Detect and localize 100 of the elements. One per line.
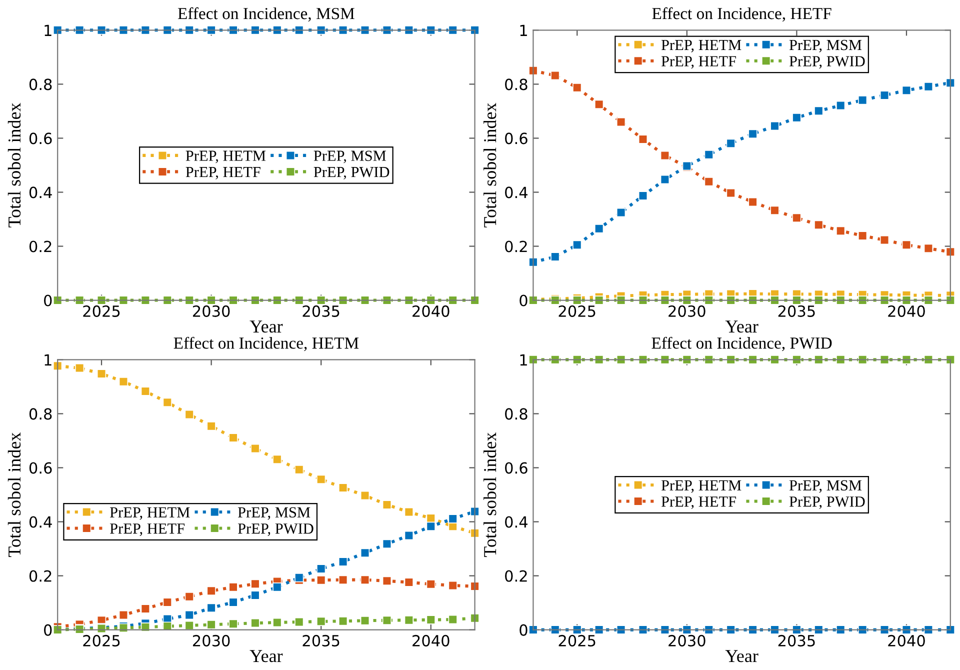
y-tick-label: 0.6 bbox=[29, 132, 52, 144]
chart-title: Effect on Incidence, HETM bbox=[174, 336, 359, 352]
y-tick-label: 0.2 bbox=[505, 240, 527, 252]
point bbox=[360, 575, 370, 584]
point bbox=[792, 113, 802, 122]
point bbox=[206, 422, 216, 431]
x-tick-label: 2035 bbox=[302, 305, 340, 317]
point bbox=[924, 82, 934, 92]
point bbox=[748, 129, 758, 138]
legend-label: PrEP, MSM bbox=[789, 40, 862, 52]
point bbox=[206, 603, 216, 613]
point bbox=[902, 240, 912, 250]
x-tick-label: 2040 bbox=[888, 634, 925, 646]
x-tick-label: 2030 bbox=[668, 305, 706, 317]
x-tick-label: 2025 bbox=[83, 634, 120, 646]
point bbox=[316, 564, 326, 574]
x-tick-label: 2030 bbox=[668, 634, 706, 646]
point bbox=[616, 117, 626, 127]
legend-label: PrEP, HETF bbox=[186, 167, 260, 180]
point bbox=[880, 90, 890, 100]
point bbox=[294, 465, 304, 474]
y-axis-title: Total sobol index bbox=[484, 102, 496, 228]
point bbox=[770, 121, 780, 131]
point bbox=[550, 252, 560, 262]
point bbox=[228, 598, 238, 607]
y-tick-label: 0.8 bbox=[29, 408, 52, 420]
point bbox=[294, 617, 304, 627]
point bbox=[184, 610, 194, 620]
point bbox=[338, 616, 348, 626]
point bbox=[228, 619, 238, 628]
x-tick-label: 2025 bbox=[558, 634, 596, 646]
point bbox=[118, 376, 128, 386]
point bbox=[770, 296, 780, 305]
point bbox=[404, 507, 414, 517]
point bbox=[74, 363, 84, 373]
point bbox=[184, 410, 194, 420]
legend-label: PrEP, PWID bbox=[314, 167, 390, 180]
y-tick-label: 1 bbox=[44, 24, 52, 36]
point bbox=[528, 258, 538, 267]
y-tick-label: 0.4 bbox=[505, 186, 528, 198]
point bbox=[382, 576, 392, 586]
x-tick-label: 2040 bbox=[412, 305, 450, 317]
x-tick-label: 2035 bbox=[778, 634, 815, 646]
x-tick-label: 2035 bbox=[778, 305, 815, 317]
x-tick-label: 2025 bbox=[558, 305, 596, 317]
point bbox=[858, 96, 868, 105]
point bbox=[792, 213, 802, 222]
legend-label: PrEP, MSM bbox=[238, 507, 310, 520]
x-tick-label: 2035 bbox=[302, 634, 340, 646]
point bbox=[550, 70, 560, 80]
point bbox=[902, 86, 912, 95]
point bbox=[448, 580, 458, 590]
y-tick-label: 0 bbox=[520, 294, 528, 306]
point bbox=[272, 454, 282, 464]
point bbox=[792, 296, 802, 305]
y-tick-label: 0.2 bbox=[29, 240, 52, 252]
y-tick-label: 0.8 bbox=[505, 78, 528, 90]
y-tick-label: 0 bbox=[44, 294, 52, 306]
point bbox=[836, 226, 846, 236]
y-tick-label: 0.2 bbox=[505, 570, 527, 582]
point bbox=[426, 522, 436, 531]
point bbox=[206, 620, 216, 630]
point bbox=[770, 206, 780, 215]
point bbox=[184, 592, 194, 602]
y-axis-title: Total sobol index bbox=[8, 432, 21, 557]
point bbox=[338, 557, 348, 566]
y-tick-label: 0.8 bbox=[29, 78, 52, 90]
chart-title: Effect on Incidence, MSM bbox=[178, 7, 354, 22]
chart-title: Effect on Incidence, HETF bbox=[652, 7, 832, 22]
point bbox=[638, 191, 648, 200]
point bbox=[140, 386, 150, 396]
x-tick-label: 2030 bbox=[192, 634, 230, 646]
point bbox=[448, 614, 458, 624]
point bbox=[470, 582, 480, 591]
point bbox=[118, 610, 128, 620]
y-tick-label: 0.6 bbox=[29, 462, 52, 474]
point bbox=[572, 83, 582, 92]
point bbox=[528, 66, 538, 76]
point bbox=[272, 582, 282, 592]
chart-title: Effect on Incidence, PWID bbox=[652, 336, 832, 352]
legend-label: PrEP, PWID bbox=[238, 524, 314, 536]
point bbox=[338, 483, 348, 492]
point bbox=[272, 618, 282, 628]
y-axis-title: Total sobol index bbox=[484, 432, 496, 557]
point bbox=[572, 240, 582, 250]
point bbox=[360, 616, 370, 626]
y-tick-label: 0.6 bbox=[505, 462, 528, 474]
point bbox=[228, 433, 238, 442]
legend-label: PrEP, MSM bbox=[789, 480, 862, 493]
point bbox=[404, 530, 414, 540]
x-axis-title: Year bbox=[725, 320, 758, 333]
y-tick-label: 1 bbox=[44, 354, 52, 366]
y-tick-label: 0 bbox=[44, 624, 52, 636]
legend-label: PrEP, MSM bbox=[314, 150, 386, 164]
point bbox=[660, 174, 670, 184]
point bbox=[250, 590, 260, 600]
point bbox=[660, 150, 670, 160]
point bbox=[448, 514, 458, 524]
legend-label: PrEP, HETF bbox=[661, 56, 736, 69]
point bbox=[594, 100, 604, 110]
